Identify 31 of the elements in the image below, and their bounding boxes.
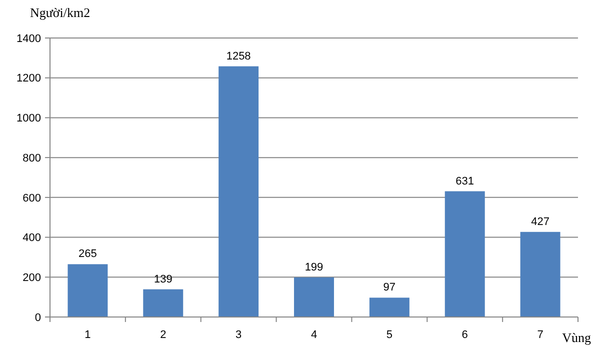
- x-tick-label: 7: [537, 329, 544, 341]
- y-tick-label: 600: [22, 192, 41, 204]
- x-axis-title: Vùng: [562, 330, 592, 345]
- data-label: 199: [304, 261, 324, 274]
- data-label: 1258: [226, 50, 251, 62]
- x-tick-label: 5: [386, 329, 392, 341]
- y-tick-label: 800: [22, 152, 41, 164]
- data-label: 97: [383, 282, 396, 294]
- data-label: 631: [456, 175, 474, 188]
- y-tick-label: 200: [22, 272, 41, 284]
- bar: [68, 264, 108, 317]
- y-tick-label: 1000: [16, 112, 41, 125]
- bar: [143, 289, 184, 317]
- bar: [520, 232, 560, 317]
- data-label: 427: [531, 216, 550, 228]
- y-tick-label: 400: [22, 232, 41, 244]
- bar: [369, 298, 410, 317]
- x-tick-label: 1: [84, 329, 91, 341]
- bar: [218, 66, 259, 317]
- y-axis-title: Người/km2: [30, 5, 90, 20]
- y-tick-label: 1200: [16, 72, 41, 85]
- bar: [444, 191, 485, 317]
- y-tick-label: 0: [34, 312, 41, 324]
- x-tick-label: 2: [160, 329, 166, 341]
- x-tick-label: 3: [236, 329, 242, 341]
- bar: [294, 277, 334, 317]
- x-tick-label: 4: [310, 329, 318, 341]
- data-label: 139: [154, 273, 172, 286]
- y-tick-label: 1400: [16, 32, 41, 45]
- data-label: 265: [78, 248, 97, 260]
- x-tick-label: 6: [462, 329, 468, 341]
